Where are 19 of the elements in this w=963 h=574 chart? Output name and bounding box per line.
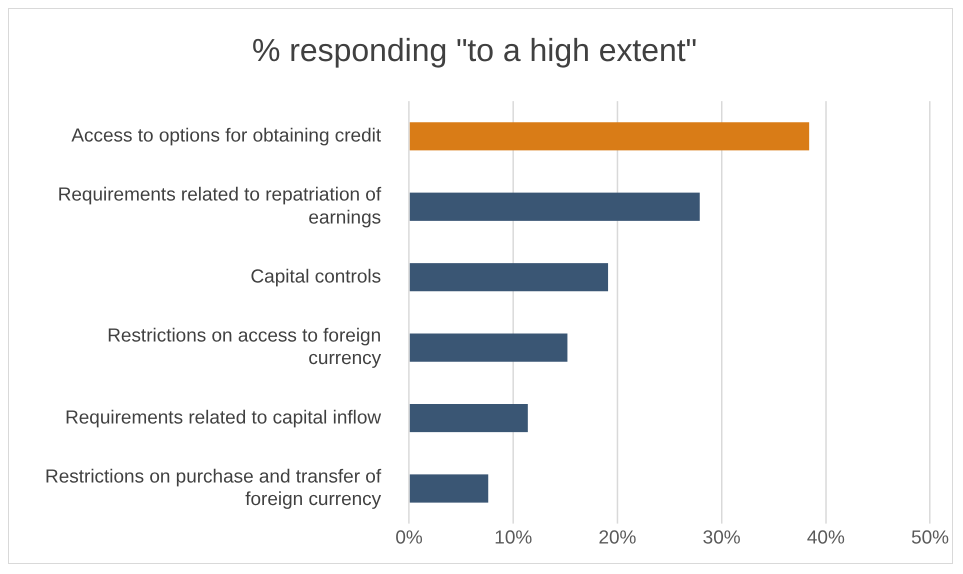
y-tick-label: Capital controls — [250, 266, 382, 288]
bar — [410, 192, 700, 221]
x-tick-label: 0% — [395, 527, 423, 548]
x-tick-label: 20% — [598, 527, 637, 548]
bar — [410, 122, 810, 150]
y-tick-label: Requirements related to capital inflow — [65, 407, 382, 428]
x-tick-label: 30% — [702, 527, 741, 548]
bar — [410, 474, 488, 503]
x-tick-label: 10% — [494, 527, 532, 548]
y-tick-label: Restrictions on purchase and transfer of foreign currency — [45, 466, 382, 510]
y-tick-label: Requirements related to repatriation of earnings — [58, 184, 382, 228]
y-tick-label: Access to options for obtaining credit — [71, 126, 382, 146]
x-tick-label: 50% — [911, 527, 950, 548]
x-tick-label: 40% — [806, 527, 845, 548]
bar — [410, 263, 608, 292]
y-tick-label: Restrictions on access to foreign currency — [107, 325, 382, 370]
bar — [410, 404, 528, 432]
bar — [410, 334, 568, 362]
chart-title: % responding "to a high extent" — [252, 32, 697, 68]
